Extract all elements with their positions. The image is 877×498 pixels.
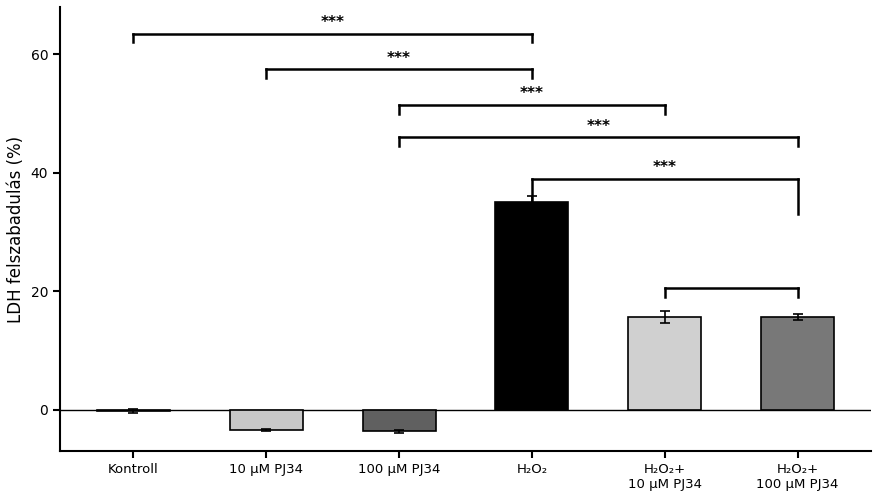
Text: ***: *** bbox=[586, 119, 610, 134]
Y-axis label: LDH felszabadulás (%): LDH felszabadulás (%) bbox=[7, 135, 25, 323]
Text: ***: *** bbox=[519, 86, 544, 101]
Text: ***: *** bbox=[652, 160, 676, 175]
Text: ***: *** bbox=[320, 15, 345, 30]
Bar bbox=[760, 317, 833, 410]
Bar bbox=[628, 317, 701, 410]
Bar bbox=[96, 410, 169, 411]
Bar bbox=[362, 410, 435, 431]
Bar bbox=[495, 202, 567, 410]
Text: ***: *** bbox=[387, 51, 410, 66]
Bar bbox=[230, 410, 303, 430]
